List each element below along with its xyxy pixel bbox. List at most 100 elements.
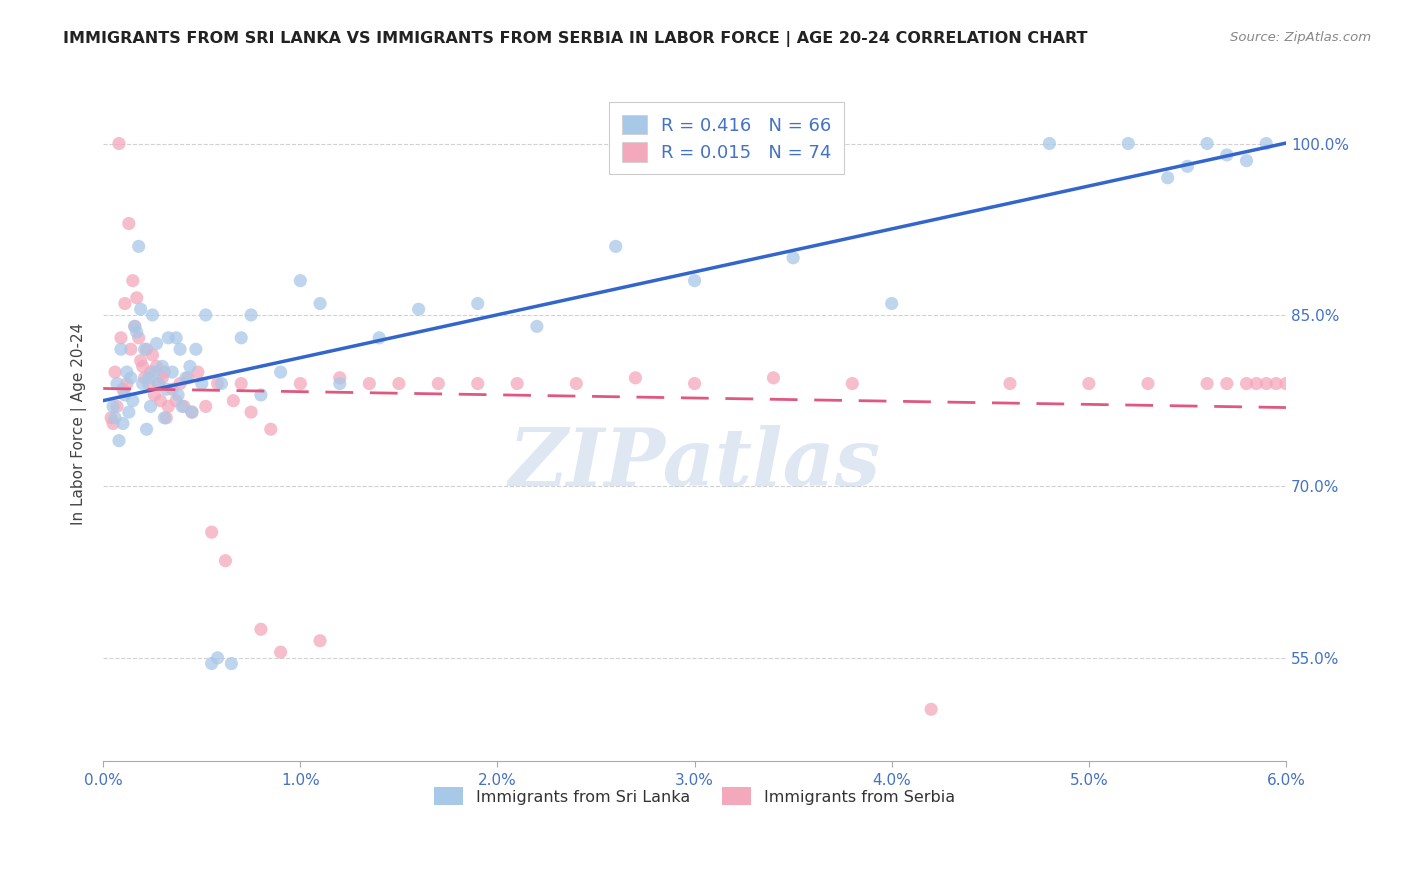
Point bbox=[173, 400, 195, 414]
Point bbox=[148, 376, 170, 391]
Point bbox=[309, 633, 332, 648]
Point bbox=[1236, 153, 1258, 168]
Point bbox=[170, 400, 193, 414]
Point bbox=[139, 400, 162, 414]
Point bbox=[157, 400, 180, 414]
Point bbox=[143, 365, 166, 379]
Point bbox=[309, 296, 332, 310]
Point bbox=[118, 405, 141, 419]
Point bbox=[138, 371, 160, 385]
Point bbox=[605, 239, 627, 253]
Point bbox=[177, 371, 200, 385]
Point bbox=[125, 291, 148, 305]
Point bbox=[1295, 376, 1317, 391]
Point bbox=[359, 376, 381, 391]
Point bbox=[231, 376, 253, 391]
Point bbox=[111, 417, 134, 431]
Point bbox=[1077, 376, 1099, 391]
Point bbox=[920, 702, 942, 716]
Point bbox=[115, 365, 138, 379]
Point bbox=[128, 331, 150, 345]
Point bbox=[1256, 136, 1278, 151]
Point bbox=[150, 359, 173, 374]
Point bbox=[110, 343, 132, 357]
Point bbox=[270, 365, 292, 379]
Point bbox=[222, 393, 245, 408]
Point bbox=[121, 393, 143, 408]
Point bbox=[1246, 376, 1268, 391]
Point bbox=[467, 296, 489, 310]
Point bbox=[329, 371, 352, 385]
Point bbox=[105, 376, 128, 391]
Point bbox=[180, 405, 202, 419]
Point bbox=[260, 422, 283, 436]
Point bbox=[114, 388, 136, 402]
Point bbox=[1236, 376, 1258, 391]
Point bbox=[108, 136, 131, 151]
Point bbox=[624, 371, 647, 385]
Point bbox=[467, 376, 489, 391]
Point bbox=[1256, 376, 1278, 391]
Point bbox=[762, 371, 785, 385]
Point bbox=[111, 382, 134, 396]
Point bbox=[211, 376, 233, 391]
Point bbox=[121, 274, 143, 288]
Point bbox=[149, 393, 172, 408]
Point bbox=[221, 657, 243, 671]
Point bbox=[880, 296, 903, 310]
Point bbox=[1136, 376, 1159, 391]
Point bbox=[207, 651, 229, 665]
Point bbox=[184, 343, 207, 357]
Point bbox=[118, 217, 141, 231]
Point bbox=[1216, 148, 1239, 162]
Point bbox=[165, 331, 187, 345]
Point bbox=[270, 645, 292, 659]
Legend: Immigrants from Sri Lanka, Immigrants from Serbia: Immigrants from Sri Lanka, Immigrants fr… bbox=[426, 779, 963, 814]
Point bbox=[131, 376, 153, 391]
Point bbox=[214, 554, 236, 568]
Point bbox=[250, 388, 273, 402]
Point bbox=[179, 359, 201, 374]
Point bbox=[143, 388, 166, 402]
Point bbox=[782, 251, 804, 265]
Point bbox=[150, 371, 173, 385]
Text: ZIPatlas: ZIPatlas bbox=[509, 425, 880, 503]
Point bbox=[104, 410, 127, 425]
Point bbox=[194, 400, 217, 414]
Point bbox=[134, 371, 156, 385]
Point bbox=[114, 296, 136, 310]
Point bbox=[115, 376, 138, 391]
Point bbox=[157, 331, 180, 345]
Point bbox=[506, 376, 529, 391]
Point bbox=[683, 274, 706, 288]
Point bbox=[138, 376, 160, 391]
Point bbox=[998, 376, 1021, 391]
Point bbox=[1157, 170, 1180, 185]
Point bbox=[169, 376, 191, 391]
Point bbox=[141, 308, 163, 322]
Point bbox=[1197, 376, 1219, 391]
Point bbox=[329, 376, 352, 391]
Point bbox=[153, 365, 176, 379]
Point bbox=[231, 331, 253, 345]
Point bbox=[201, 525, 224, 540]
Point bbox=[141, 348, 163, 362]
Point bbox=[1275, 376, 1298, 391]
Point bbox=[155, 410, 177, 425]
Point bbox=[194, 308, 217, 322]
Point bbox=[110, 331, 132, 345]
Point bbox=[191, 376, 214, 391]
Point bbox=[148, 376, 170, 391]
Point bbox=[1305, 376, 1327, 391]
Point bbox=[1116, 136, 1139, 151]
Y-axis label: In Labor Force | Age 20-24: In Labor Force | Age 20-24 bbox=[72, 322, 87, 524]
Point bbox=[180, 405, 202, 419]
Point bbox=[125, 325, 148, 339]
Point bbox=[427, 376, 450, 391]
Point bbox=[131, 359, 153, 374]
Point bbox=[105, 400, 128, 414]
Point bbox=[187, 365, 209, 379]
Point bbox=[153, 410, 176, 425]
Point bbox=[120, 371, 142, 385]
Text: Source: ZipAtlas.com: Source: ZipAtlas.com bbox=[1230, 31, 1371, 45]
